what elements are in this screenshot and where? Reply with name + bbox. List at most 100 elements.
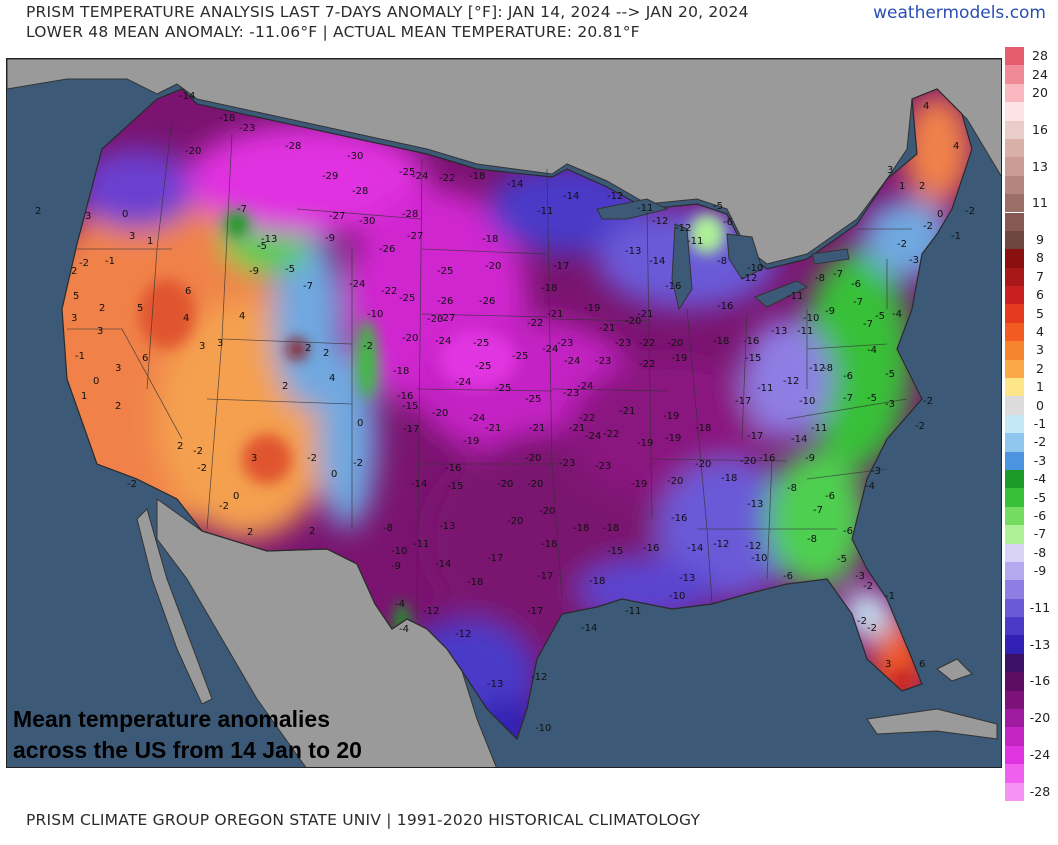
legend-step: 7 (1005, 267, 1053, 287)
anomaly-value: -24 (564, 356, 580, 367)
legend-step: -24 (1005, 745, 1053, 765)
anomaly-value: -17 (735, 396, 751, 407)
anomaly-value: -9 (391, 561, 401, 572)
legend-label: 11 (1032, 195, 1048, 211)
brand-link[interactable]: weathermodels.com (873, 3, 1046, 23)
anomaly-value: -12 (675, 223, 691, 234)
anomaly-value: -10 (751, 553, 767, 564)
anomaly-value: -7 (237, 204, 247, 215)
legend-step (1005, 212, 1053, 231)
anomaly-value: -12 (809, 363, 825, 374)
anomaly-value: -16 (643, 543, 659, 554)
legend-step: -13 (1005, 635, 1053, 654)
anomaly-value: -24 (412, 171, 428, 182)
anomaly-value: -16 (671, 513, 687, 524)
anomaly-value: -22 (603, 429, 619, 440)
anomaly-value: -10 (391, 546, 407, 557)
anomaly-value: -21 (619, 406, 635, 417)
legend-label: -6 (1033, 507, 1047, 523)
legend-label: -7 (1033, 526, 1047, 542)
anomaly-value: -2 (915, 421, 925, 432)
anomaly-value: -23 (595, 356, 611, 367)
legend-swatch (1005, 120, 1024, 139)
legend-label: -9 (1033, 563, 1047, 579)
anomaly-value: -15 (402, 401, 418, 412)
lake-huron (726, 233, 763, 280)
legend-label: -8 (1033, 544, 1047, 560)
anomaly-value: 2 (71, 266, 77, 277)
lake-erie (754, 280, 809, 308)
legend-swatch (1005, 230, 1024, 250)
anomaly-value: 2 (305, 343, 311, 354)
legend-label: 1 (1036, 379, 1044, 395)
legend-swatch (1005, 249, 1024, 268)
legend-step: 20 (1005, 83, 1053, 103)
legend-step: -4 (1005, 469, 1053, 489)
anomaly-value: -13 (679, 573, 695, 584)
legend-label: 16 (1032, 121, 1048, 137)
legend-label: 28 (1032, 48, 1048, 64)
legend-label: -5 (1033, 489, 1047, 505)
legend-step: -7 (1005, 525, 1053, 544)
anomaly-value: -22 (579, 413, 595, 424)
anomaly-value: -2 (353, 458, 363, 469)
legend-swatch (1005, 359, 1024, 378)
anomaly-value: 2 (309, 526, 315, 537)
anomaly-value: -23 (615, 338, 631, 349)
anomaly-value: 3 (115, 363, 121, 374)
map-canvas: -14-18-20-23-28-30-29-28-25-24 -22 -18-14-… (7, 59, 1001, 767)
anomaly-value: -6 (843, 371, 853, 382)
anomaly-value: 4 (953, 141, 959, 152)
anomaly-value: -7 (303, 281, 313, 292)
legend-swatch (1005, 414, 1024, 434)
legend-step (1005, 690, 1053, 710)
anomaly-value: -4 (892, 309, 902, 320)
anomaly-value: -2 (219, 501, 229, 512)
anomaly-value: -22 (439, 173, 455, 184)
anomaly-value: -2 (363, 341, 373, 352)
anomaly-value: -11 (637, 203, 653, 214)
anomaly-value: -18 (469, 171, 485, 182)
anomaly-value: -19 (463, 436, 479, 447)
anomaly-value: -2 (965, 206, 975, 217)
anomaly-value: -14 (507, 179, 523, 190)
legend-label: -20 (1029, 710, 1051, 726)
anomaly-value: -26 (379, 244, 395, 255)
lake-michigan (671, 223, 693, 311)
anomaly-value: -20 (525, 453, 541, 464)
legend-swatch (1005, 488, 1024, 507)
anomaly-value: -7 (843, 393, 853, 404)
legend-label: -3 (1033, 452, 1047, 468)
legend-label: 4 (1036, 324, 1044, 340)
legend-step: 5 (1005, 304, 1053, 323)
legend-label: -2 (1033, 434, 1047, 450)
anomaly-value: -24 (577, 381, 593, 392)
anomaly-value: -1 (885, 591, 895, 602)
map-caption: Mean temperature anomalies across the US… (13, 704, 362, 766)
anomaly-value: -23 (239, 123, 255, 134)
anomaly-value: -6 (825, 491, 835, 502)
anomaly-value: -8 (807, 534, 817, 545)
anomaly-value: -8 (787, 483, 797, 494)
anomaly-value: 1 (147, 236, 153, 247)
anomaly-value: -20 (185, 146, 201, 157)
legend-label: 20 (1032, 84, 1048, 100)
anomaly-value: -14 (687, 543, 703, 554)
anomaly-value: -23 (563, 388, 579, 399)
anomaly-value: -7 (833, 269, 843, 280)
legend-swatch (1005, 102, 1024, 121)
anomaly-value: -1 (75, 351, 85, 362)
anomaly-value: 2 (919, 181, 925, 192)
anomaly-value: -29 (322, 171, 338, 182)
map-title: PRISM TEMPERATURE ANALYSIS LAST 7-DAYS A… (26, 3, 749, 21)
legend-step (1005, 727, 1053, 746)
legend-swatch (1005, 469, 1024, 489)
anomaly-value: 4 (329, 373, 335, 384)
anomaly-value: -13 (487, 679, 503, 690)
anomaly-value: -2 (897, 239, 907, 250)
anomaly-value: -5 (257, 241, 267, 252)
anomaly-value: -18 (721, 473, 737, 484)
legend-step: 2 (1005, 359, 1053, 378)
legend-label: -16 (1029, 673, 1051, 689)
legend-step: 8 (1005, 249, 1053, 268)
